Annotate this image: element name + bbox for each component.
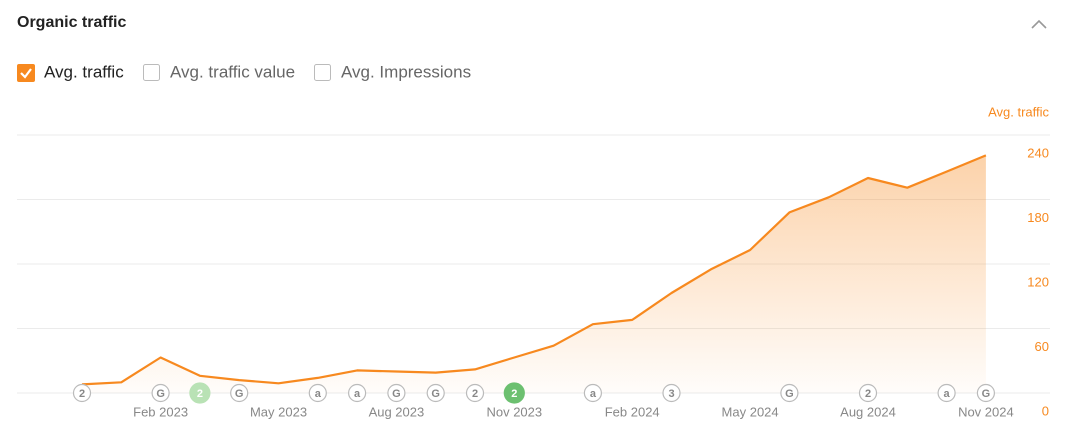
area: [82, 155, 986, 393]
x-tick-label: Nov 2024: [958, 404, 1014, 419]
annotation-marker[interactable]: [230, 383, 249, 403]
annotation-marker[interactable]: [858, 383, 878, 403]
annotation-label: 2: [511, 388, 517, 400]
x-tick-label: Aug 2024: [840, 404, 896, 419]
y-axis-label: Avg. traffic: [988, 104, 1049, 119]
annotation-marker[interactable]: [662, 383, 681, 403]
checkbox-label[interactable]: Avg. Impressions: [341, 62, 471, 81]
x-tick-label: Feb 2024: [605, 404, 660, 419]
annotation-marker[interactable]: [151, 383, 170, 403]
checkbox-label[interactable]: Avg. traffic value: [170, 62, 295, 81]
annotation-label: G: [785, 388, 794, 400]
y-tick-label: 60: [1035, 339, 1049, 354]
checkbox[interactable]: [17, 64, 35, 82]
collapse-icon[interactable]: [1031, 19, 1047, 29]
annotation-marker[interactable]: [189, 382, 211, 404]
annotation-label: 2: [472, 388, 478, 400]
y-tick-label: 180: [1027, 210, 1049, 225]
annotation-label: G: [431, 388, 440, 400]
annotation-marker[interactable]: [72, 383, 92, 403]
x-tick-label: Aug 2023: [369, 404, 425, 419]
annotation-marker[interactable]: [503, 382, 525, 404]
annotation-label: 2: [79, 388, 85, 400]
annotation-marker[interactable]: [426, 383, 445, 403]
checkmark: [20, 68, 32, 79]
y-tick-label: 0: [1042, 403, 1049, 418]
annotation-label: G: [156, 388, 165, 400]
y-tick-label: 120: [1027, 274, 1049, 289]
annotation-marker[interactable]: [465, 383, 485, 403]
annotation-label: a: [944, 388, 951, 400]
annotation-marker[interactable]: [976, 383, 996, 403]
checkbox[interactable]: [143, 64, 160, 81]
annotation-marker[interactable]: [348, 383, 367, 403]
x-tick-label: Nov 2023: [486, 404, 542, 419]
annotation-marker[interactable]: [387, 383, 406, 403]
checkbox-label[interactable]: Avg. traffic: [44, 62, 124, 81]
annotation-marker[interactable]: [583, 383, 603, 403]
x-tick-label: Feb 2023: [133, 404, 188, 419]
x-tick-label: May 2024: [722, 404, 779, 419]
annotation-marker[interactable]: [937, 383, 956, 403]
annotation-label: G: [982, 388, 991, 400]
checkbox[interactable]: [314, 64, 331, 81]
annotation-label: 2: [197, 388, 203, 400]
annotation-label: 3: [668, 388, 674, 400]
annotation-label: a: [315, 388, 322, 400]
annotation-marker[interactable]: [308, 383, 327, 403]
annotation-marker[interactable]: [780, 383, 799, 403]
annotation-label: 2: [865, 388, 871, 400]
y-tick-label: 240: [1027, 145, 1049, 160]
panel-title: Organic traffic: [17, 14, 126, 31]
annotation-label: G: [235, 388, 244, 400]
line: [81, 154, 987, 386]
annotation-label: a: [590, 388, 597, 400]
annotation-label: a: [354, 388, 361, 400]
x-tick-label: May 2023: [250, 404, 307, 419]
annotation-label: G: [392, 388, 401, 400]
